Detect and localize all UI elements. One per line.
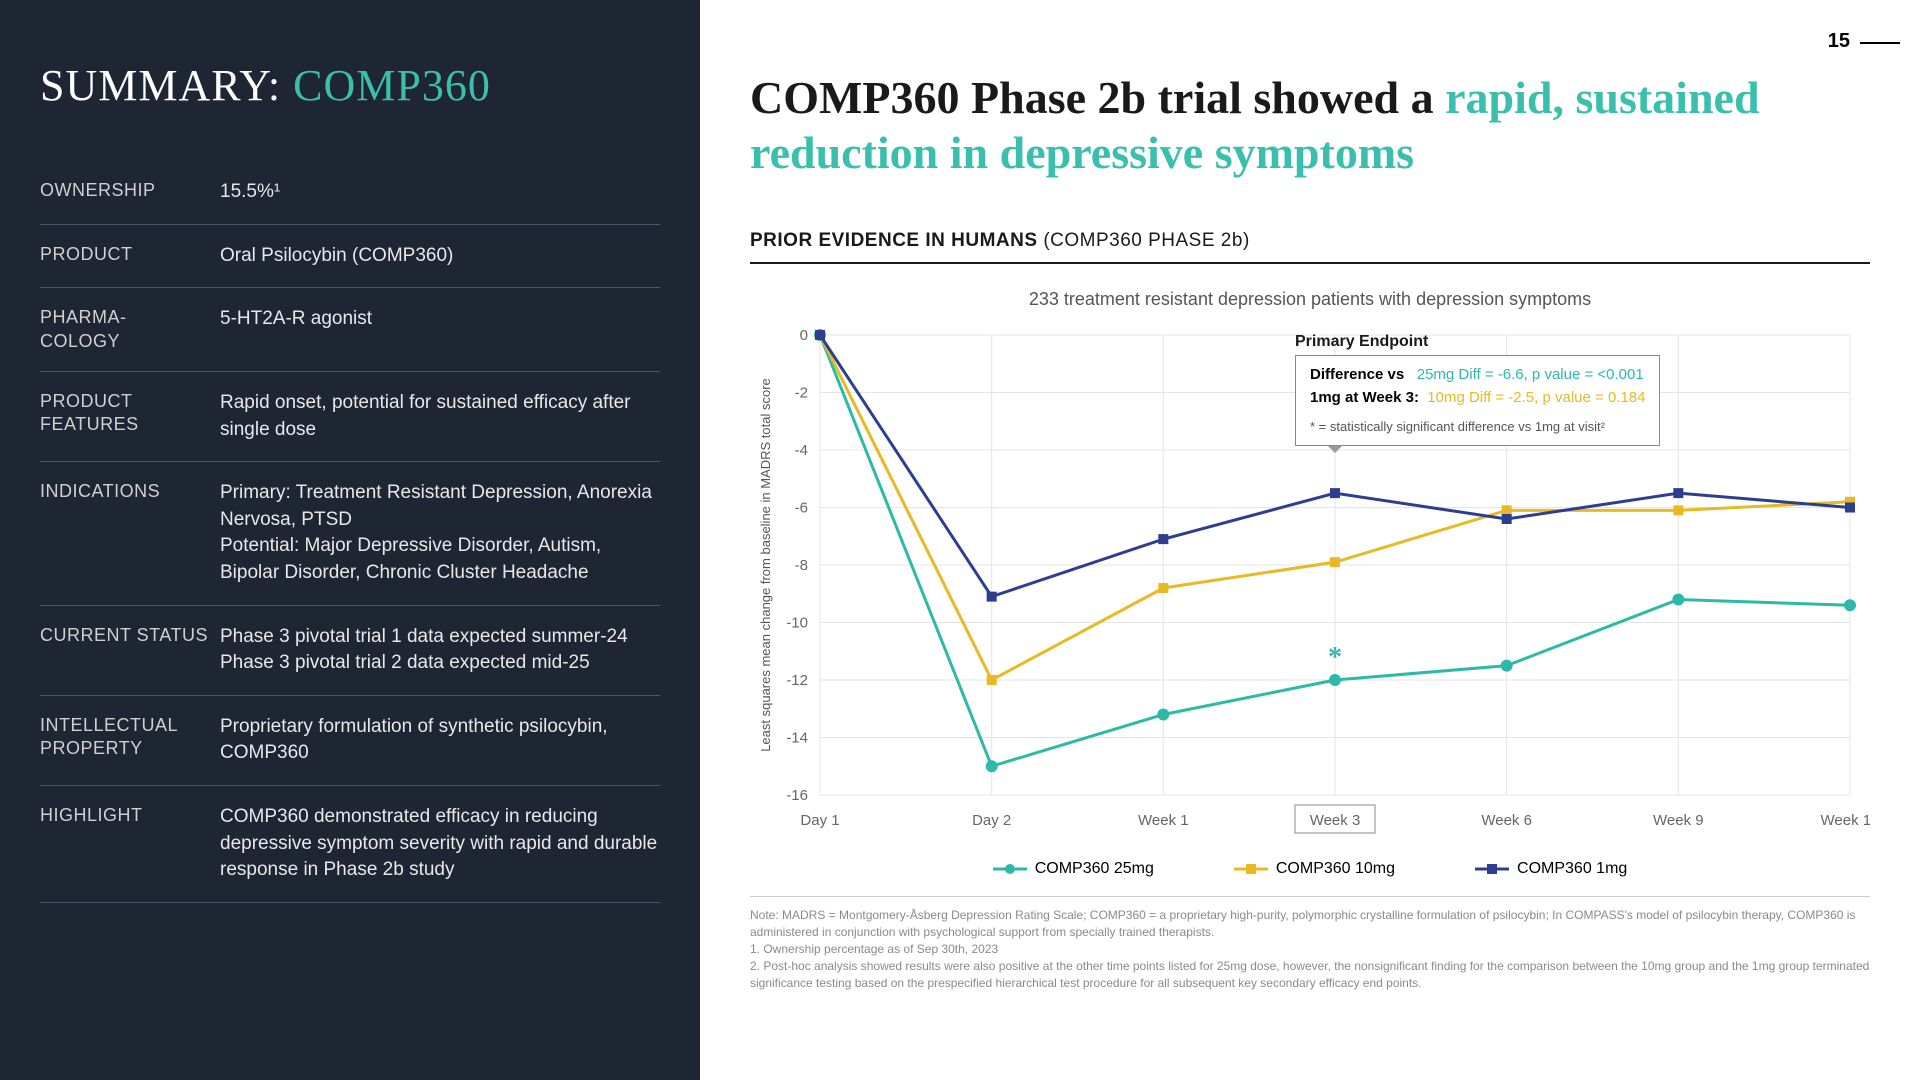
legend-label: COMP360 10mg [1276,860,1395,878]
section-header-bold: PRIOR EVIDENCE IN HUMANS [750,230,1043,251]
svg-text:Week 1: Week 1 [1138,812,1189,829]
endpoint-line2-label: 1mg at Week 3: [1310,389,1419,406]
svg-text:-14: -14 [786,730,808,747]
info-label: INDICATIONS [40,480,220,503]
info-row: PRODUCTOral Psilocybin (COMP360) [40,225,660,289]
info-label: OWNERSHIP [40,179,220,202]
info-label: INTELLECTUAL PROPERTY [40,714,220,761]
svg-text:-12: -12 [786,672,808,689]
endpoint-line1-teal: 25mg Diff = -6.6, p value = <0.001 [1417,366,1644,383]
info-row: HIGHLIGHTCOMP360 demonstrated efficacy i… [40,786,660,903]
content-panel: 15 COMP360 Phase 2b trial showed a rapid… [700,0,1920,1080]
info-value: Proprietary formulation of synthetic psi… [220,714,660,767]
headline: COMP360 Phase 2b trial showed a rapid, s… [750,70,1870,180]
footnote-1: 1. Ownership percentage as of Sep 30th, … [750,941,1870,958]
info-row: INTELLECTUAL PROPERTYProprietary formula… [40,696,660,786]
chart-legend: COMP360 25mg COMP360 10mg COMP360 1mg [750,860,1870,878]
svg-text:-10: -10 [786,615,808,632]
info-row: PHARMA-COLOGY5-HT2A-R agonist [40,288,660,372]
svg-text:-16: -16 [786,787,808,804]
summary-title-product: COMP360 [293,61,491,110]
svg-text:Day 1: Day 1 [800,812,839,829]
footnote-note: Note: MADRS = Montgomery-Åsberg Depressi… [750,907,1870,941]
legend-marker [1234,862,1268,876]
endpoint-title: Primary Endpoint [1295,333,1660,351]
summary-panel: SUMMARY: COMP360 OWNERSHIP15.5%¹PRODUCTO… [0,0,700,1080]
section-header-normal: (COMP360 PHASE 2b) [1043,230,1249,251]
info-label: PHARMA-COLOGY [40,306,220,353]
svg-text:*: * [1328,642,1342,673]
svg-text:-2: -2 [795,385,808,402]
page-number-line [1860,42,1900,44]
info-value: Rapid onset, potential for sustained eff… [220,390,660,443]
legend-marker [993,862,1027,876]
footnotes: Note: MADRS = Montgomery-Åsberg Depressi… [750,896,1870,991]
chart-container: 0 -2 -4 -6 -8 -10 -12 -14 -16 Day 1 Day 2 Week 1 Wee… [750,325,1870,855]
legend-item: COMP360 25mg [993,860,1154,878]
info-table: OWNERSHIP15.5%¹PRODUCTOral Psilocybin (C… [40,161,660,903]
svg-text:-8: -8 [795,557,808,574]
primary-endpoint-box: Primary Endpoint Difference vs 25mg Diff… [1295,333,1660,446]
svg-text:Week 3: Week 3 [1310,812,1361,829]
svg-text:Week 9: Week 9 [1653,812,1704,829]
svg-text:-6: -6 [795,500,808,517]
svg-text:Day 2: Day 2 [972,812,1011,829]
info-row: PRODUCT FEATURESRapid onset, potential f… [40,372,660,462]
section-header: PRIOR EVIDENCE IN HUMANS (COMP360 PHASE … [750,230,1870,264]
svg-text:Week 12: Week 12 [1821,812,1870,829]
info-label: HIGHLIGHT [40,804,220,827]
info-row: OWNERSHIP15.5%¹ [40,161,660,225]
info-label: PRODUCT FEATURES [40,390,220,437]
endpoint-footnote: * = statistically significant difference… [1310,417,1645,437]
info-value: 5-HT2A-R agonist [220,306,660,333]
svg-text:-4: -4 [795,442,808,459]
svg-text:0: 0 [800,327,808,344]
info-label: CURRENT STATUS [40,624,220,647]
info-row: INDICATIONSPrimary: Treatment Resistant … [40,462,660,605]
legend-item: COMP360 10mg [1234,860,1395,878]
endpoint-inner: Difference vs 25mg Diff = -6.6, p value … [1295,355,1660,446]
headline-dark: COMP360 Phase 2b trial showed a [750,72,1445,123]
legend-item: COMP360 1mg [1475,860,1627,878]
svg-text:Least squares mean change from: Least squares mean change from baseline … [758,379,773,753]
summary-title: SUMMARY: COMP360 [40,60,660,111]
chart-title: 233 treatment resistant depression patie… [750,289,1870,310]
info-label: PRODUCT [40,243,220,266]
page-number: 15 [1828,30,1850,53]
info-value: Oral Psilocybin (COMP360) [220,243,660,270]
footnote-2: 2. Post-hoc analysis showed results were… [750,958,1870,992]
endpoint-line2-yellow: 10mg Diff = -2.5, p value = 0.184 [1427,389,1645,406]
legend-label: COMP360 25mg [1035,860,1154,878]
info-row: CURRENT STATUSPhase 3 pivotal trial 1 da… [40,606,660,696]
legend-marker [1475,862,1509,876]
svg-text:Week 6: Week 6 [1481,812,1532,829]
info-value: Phase 3 pivotal trial 1 data expected su… [220,624,660,677]
info-value: COMP360 demonstrated efficacy in reducin… [220,804,660,884]
info-value: Primary: Treatment Resistant Depression,… [220,480,660,586]
endpoint-line1-label: Difference vs [1310,366,1404,383]
info-value: 15.5%¹ [220,179,660,206]
legend-label: COMP360 1mg [1517,860,1627,878]
summary-title-prefix: SUMMARY: [40,61,293,110]
